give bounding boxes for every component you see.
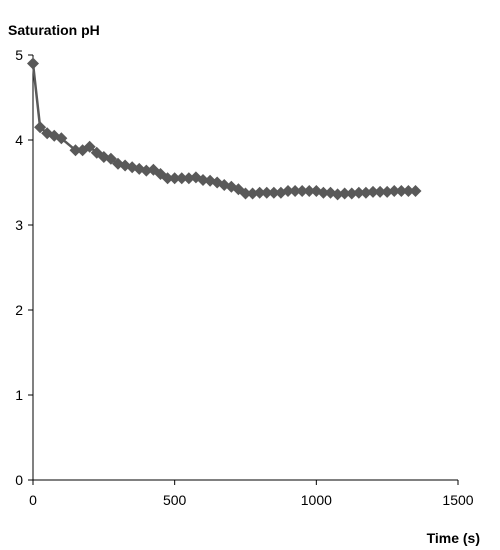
data-point-marker bbox=[289, 185, 302, 197]
data-point-marker bbox=[239, 187, 252, 200]
data-point-marker bbox=[331, 188, 344, 201]
plot-area bbox=[27, 57, 422, 201]
data-point-marker bbox=[168, 172, 181, 185]
chart-axes bbox=[32, 55, 458, 481]
data-point-marker bbox=[246, 187, 259, 200]
data-point-marker bbox=[409, 185, 422, 197]
y-axis-title: Saturation pH bbox=[8, 22, 100, 38]
data-point-marker bbox=[260, 186, 273, 199]
data-point-marker bbox=[381, 185, 394, 198]
data-point-marker bbox=[267, 186, 280, 199]
data-point-marker bbox=[175, 172, 188, 185]
x-axis-ticks: 0 500 1000 1500 bbox=[29, 480, 474, 508]
x-tick-label: 1000 bbox=[301, 492, 332, 508]
data-point-marker bbox=[104, 152, 117, 165]
data-point-marker bbox=[253, 186, 266, 199]
data-point-marker bbox=[303, 185, 316, 197]
data-point-marker bbox=[282, 185, 294, 197]
data-point-marker bbox=[359, 186, 372, 199]
data-point-marker bbox=[367, 185, 379, 198]
x-tick-label: 0 bbox=[29, 492, 37, 508]
data-point-marker bbox=[69, 144, 82, 157]
y-tick-label: 0 bbox=[15, 472, 23, 488]
data-point-marker bbox=[27, 57, 39, 70]
data-point-marker bbox=[182, 172, 195, 185]
data-point-marker bbox=[140, 164, 153, 177]
x-axis-title: Time (s) bbox=[427, 530, 480, 546]
data-point-marker bbox=[34, 121, 47, 134]
y-tick-label: 1 bbox=[15, 387, 23, 403]
y-axis-ticks: 0 1 2 3 4 5 bbox=[15, 47, 33, 488]
y-tick-label: 5 bbox=[15, 47, 23, 63]
data-point-marker bbox=[374, 185, 387, 198]
data-point-marker bbox=[338, 187, 351, 200]
data-point-marker bbox=[388, 185, 401, 197]
data-point-marker bbox=[161, 172, 174, 185]
data-point-marker bbox=[55, 132, 68, 145]
data-point-marker bbox=[395, 185, 408, 197]
data-point-marker bbox=[317, 186, 330, 199]
data-point-marker bbox=[402, 185, 415, 197]
y-tick-label: 3 bbox=[15, 217, 23, 233]
x-tick-label: 500 bbox=[163, 492, 187, 508]
y-tick-label: 4 bbox=[15, 132, 23, 148]
y-tick-label: 2 bbox=[15, 302, 23, 318]
data-point-marker bbox=[197, 173, 209, 186]
series-line bbox=[31, 63, 416, 196]
data-point-marker bbox=[345, 187, 358, 200]
data-point-marker bbox=[352, 186, 365, 199]
data-point-marker bbox=[296, 185, 309, 197]
x-tick-label: 1500 bbox=[442, 492, 473, 508]
data-point-marker bbox=[83, 140, 96, 153]
